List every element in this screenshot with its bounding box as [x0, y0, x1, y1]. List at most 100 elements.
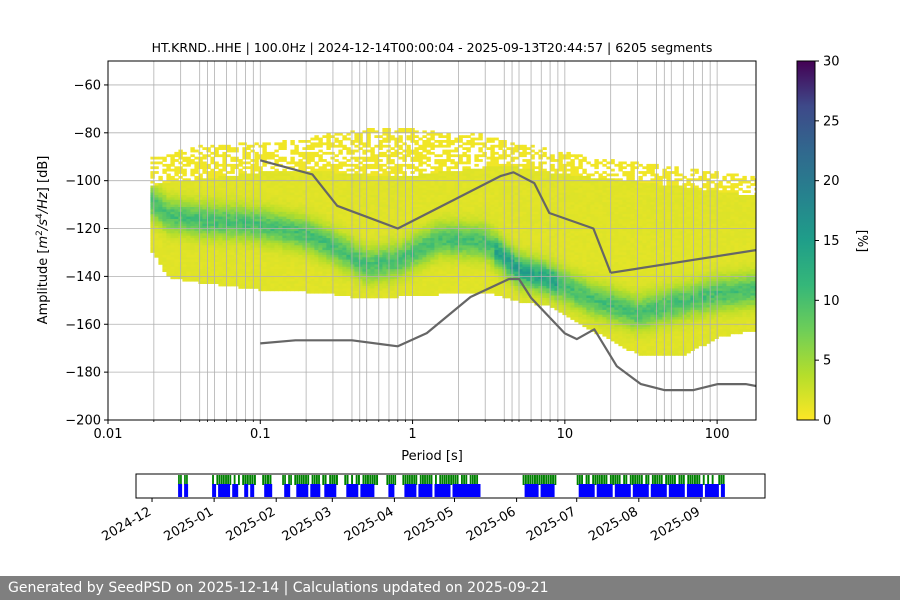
- psd-cell: [198, 163, 203, 167]
- psd-cell: [194, 257, 199, 261]
- psd-cell: [374, 199, 379, 203]
- psd-cell: [270, 233, 275, 237]
- psd-cell: [206, 242, 211, 246]
- psd-cell: [482, 142, 487, 146]
- psd-cell: [478, 142, 483, 146]
- psd-cell: [350, 233, 355, 237]
- psd-cell: [294, 259, 299, 263]
- psd-cell: [398, 180, 403, 184]
- psd-cell: [422, 185, 427, 189]
- psd-cell: [414, 221, 419, 225]
- psd-cell: [454, 235, 459, 239]
- psd-cell: [490, 151, 495, 155]
- psd-cell: [222, 276, 227, 280]
- psd-cell: [342, 252, 347, 256]
- psd-cell: [390, 286, 395, 289]
- psd-cell: [194, 219, 199, 222]
- psd-cell: [238, 274, 243, 277]
- psd-cell: [174, 228, 179, 232]
- psd-cell: [318, 252, 323, 256]
- psd-cell: [458, 264, 463, 268]
- psd-cell: [390, 151, 395, 155]
- psd-cell: [474, 173, 479, 177]
- psd-cell: [310, 183, 315, 186]
- psd-cell: [286, 183, 291, 186]
- psd-cell: [434, 166, 439, 170]
- psd-cell: [446, 283, 451, 287]
- psd-cell: [266, 274, 271, 277]
- psd-cell: [378, 180, 383, 184]
- psd-cell: [166, 250, 171, 253]
- psd-cell: [206, 173, 211, 177]
- psd-cell: [406, 230, 411, 234]
- psd-cell: [322, 207, 327, 210]
- psd-cell: [226, 247, 231, 251]
- psd-cell: [334, 226, 339, 229]
- psd-cell: [486, 259, 491, 263]
- psd-cell: [318, 204, 323, 208]
- psd-cell: [378, 286, 383, 289]
- psd-cell: [378, 166, 383, 170]
- psd-cell: [398, 156, 403, 160]
- psd-cell: [366, 202, 371, 205]
- psd-cell: [370, 221, 375, 225]
- psd-cell: [478, 259, 483, 263]
- psd-cell: [170, 262, 175, 265]
- psd-cell: [306, 185, 311, 189]
- psd-cell: [186, 230, 191, 234]
- psd-cell: [354, 149, 359, 153]
- psd-cell: [494, 163, 499, 167]
- psd-cell: [418, 185, 423, 189]
- psd-cell: [214, 281, 219, 284]
- psd-cell: [282, 175, 287, 179]
- psd-cell: [446, 286, 451, 289]
- psd-cell: [190, 207, 195, 210]
- psd-cell: [166, 259, 171, 263]
- psd-cell: [154, 242, 159, 246]
- psd-cell: [426, 269, 431, 272]
- psd-cell: [246, 281, 251, 284]
- psd-cell: [246, 266, 251, 270]
- psd-cell: [190, 245, 195, 249]
- psd-cell: [358, 242, 363, 246]
- psd-cell: [270, 221, 275, 225]
- psd-cell: [182, 254, 187, 258]
- psd-cell: [430, 254, 435, 258]
- psd-cell: [198, 238, 203, 241]
- psd-cell: [326, 144, 331, 148]
- psd-cell: [306, 197, 311, 201]
- psd-cell: [238, 159, 243, 162]
- psd-cell: [454, 228, 459, 232]
- psd-cell: [254, 281, 259, 284]
- psd-cell: [358, 197, 363, 201]
- psd-cell: [326, 233, 331, 237]
- psd-cell: [150, 223, 155, 227]
- psd-cell: [466, 288, 471, 292]
- psd-cell: [198, 228, 203, 232]
- psd-cell: [458, 235, 463, 239]
- psd-cell: [302, 238, 307, 241]
- psd-cell: [462, 195, 467, 198]
- psd-cell: [222, 202, 227, 205]
- psd-cell: [474, 274, 479, 277]
- psd-cell: [282, 197, 287, 201]
- psd-cell: [354, 226, 359, 229]
- psd-cell: [238, 240, 243, 244]
- psd-cell: [190, 161, 195, 165]
- psd-cell: [174, 240, 179, 244]
- psd-cell: [322, 235, 327, 239]
- psd-cell: [482, 151, 487, 155]
- psd-cell: [158, 259, 163, 263]
- psd-cell: [446, 204, 451, 208]
- psd-cell: [462, 209, 467, 213]
- psd-cell: [162, 223, 167, 227]
- psd-cell: [390, 221, 395, 225]
- psd-cell: [282, 144, 287, 148]
- psd-cell: [462, 264, 467, 268]
- psd-cell: [186, 240, 191, 244]
- psd-cell: [266, 240, 271, 244]
- psd-cell: [462, 278, 467, 282]
- psd-cell: [370, 202, 375, 205]
- psd-cell: [154, 211, 159, 215]
- psd-cell: [306, 216, 311, 220]
